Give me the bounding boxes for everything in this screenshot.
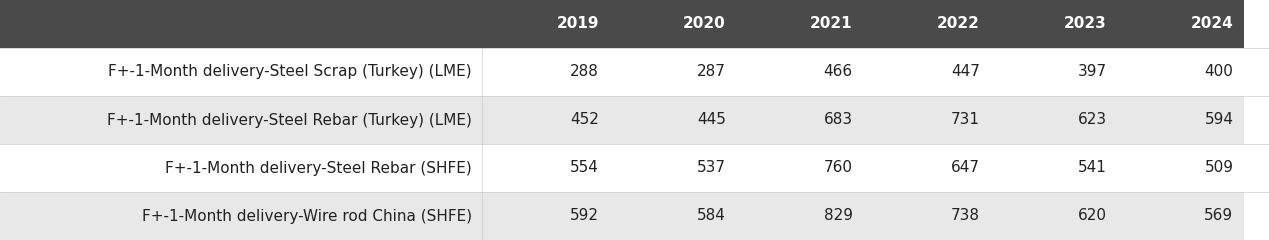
Text: 2021: 2021 [810,17,853,31]
Text: 287: 287 [697,65,726,79]
Text: 829: 829 [824,209,853,223]
Text: 620: 620 [1077,209,1107,223]
Text: 2020: 2020 [683,17,726,31]
Text: 2024: 2024 [1190,17,1233,31]
Text: F+-1-Month delivery-Wire rod China (SHFE): F+-1-Month delivery-Wire rod China (SHFE… [142,209,472,223]
Text: 647: 647 [950,161,980,175]
Bar [736,144,863,192]
Text: 397: 397 [1077,65,1107,79]
Text: 760: 760 [824,161,853,175]
Text: 2019: 2019 [557,17,599,31]
Bar [990,48,1117,96]
Text: 594: 594 [1204,113,1233,127]
Text: 623: 623 [1077,113,1107,127]
Text: 400: 400 [1204,65,1233,79]
Text: 554: 554 [570,161,599,175]
Bar [609,192,736,240]
Text: F+-1-Month delivery-Steel Rebar (SHFE): F+-1-Month delivery-Steel Rebar (SHFE) [165,161,472,175]
Text: 738: 738 [950,209,980,223]
Bar [990,192,1117,240]
Bar [736,96,863,144]
Text: 731: 731 [950,113,980,127]
Bar [736,48,863,96]
Text: 592: 592 [570,209,599,223]
Bar [863,48,990,96]
Bar [736,0,863,48]
Text: 2022: 2022 [937,17,980,31]
Bar [1117,0,1244,48]
Bar [482,144,609,192]
Bar [609,48,736,96]
Bar [0,48,482,96]
Bar [482,192,609,240]
Text: 452: 452 [570,113,599,127]
Bar [863,0,990,48]
Text: 569: 569 [1204,209,1233,223]
Text: 537: 537 [697,161,726,175]
Bar [0,0,482,48]
Bar [990,144,1117,192]
Text: F+-1-Month delivery-Steel Scrap (Turkey) (LME): F+-1-Month delivery-Steel Scrap (Turkey)… [108,65,472,79]
Bar [1117,48,1244,96]
Bar [1117,96,1244,144]
Bar [1117,144,1244,192]
Text: 509: 509 [1204,161,1233,175]
Bar [482,96,609,144]
Bar [990,0,1117,48]
Bar [609,144,736,192]
Text: 466: 466 [824,65,853,79]
Text: 2023: 2023 [1063,17,1107,31]
Bar [0,192,482,240]
Text: 584: 584 [697,209,726,223]
Bar [863,192,990,240]
Text: F+-1-Month delivery-Steel Rebar (Turkey) (LME): F+-1-Month delivery-Steel Rebar (Turkey)… [107,113,472,127]
Bar [863,144,990,192]
Bar [0,96,482,144]
Bar [736,192,863,240]
Text: 541: 541 [1077,161,1107,175]
Bar [609,0,736,48]
Text: 447: 447 [950,65,980,79]
Bar [863,96,990,144]
Bar [990,96,1117,144]
Bar [1117,192,1244,240]
Text: 683: 683 [824,113,853,127]
Bar [609,96,736,144]
Bar [482,48,609,96]
Bar [0,144,482,192]
Bar [482,0,609,48]
Text: 288: 288 [570,65,599,79]
Text: 445: 445 [697,113,726,127]
